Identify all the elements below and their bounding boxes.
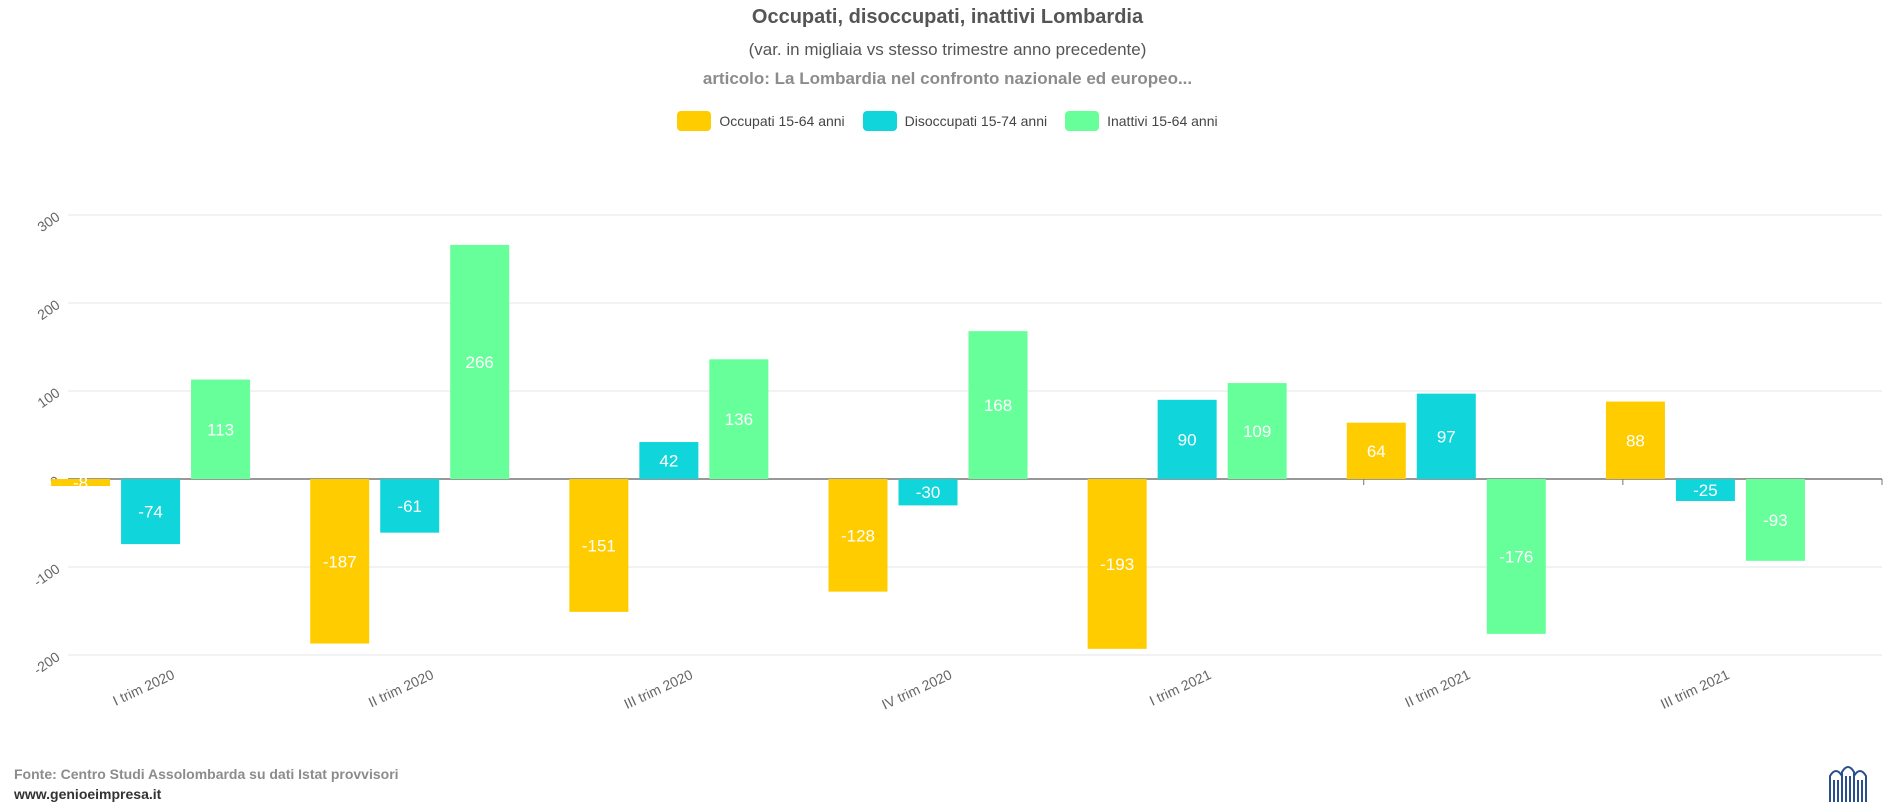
data-label: 113 — [207, 420, 234, 439]
data-label: -8 — [73, 474, 88, 493]
x-tick-label: III trim 2021 — [1658, 666, 1732, 712]
x-tick-label: I trim 2021 — [1147, 666, 1214, 709]
article-link[interactable]: articolo: La Lombardia nel confronto naz… — [702, 69, 1193, 88]
chart-legend: Occupati 15-64 anni Disoccupati 15-74 an… — [0, 111, 1895, 131]
data-label: 90 — [1178, 430, 1197, 449]
legend-swatch-occupati — [677, 111, 712, 131]
data-label: -187 — [323, 552, 357, 571]
bar — [450, 244, 510, 479]
bar — [310, 479, 370, 644]
data-label: -74 — [138, 503, 163, 522]
bar — [191, 379, 251, 479]
bar — [1087, 479, 1147, 649]
legend-label-inattivi: Inattivi 15-64 anni — [1107, 113, 1218, 129]
data-label: -30 — [916, 483, 941, 502]
x-tick-label: I trim 2020 — [110, 666, 177, 709]
legend-item-disoccupati[interactable]: Disoccupati 15-74 anni — [862, 111, 1048, 131]
bar — [1675, 479, 1735, 501]
data-label: 136 — [725, 410, 753, 429]
source-note: Fonte: Centro Studi Assolombarda su dati… — [14, 766, 399, 782]
bar — [121, 479, 181, 545]
data-label: -93 — [1763, 511, 1788, 530]
data-label: 42 — [659, 452, 678, 471]
data-label: -193 — [1100, 555, 1134, 574]
y-tick-label: 200 — [34, 296, 62, 323]
bar — [1346, 422, 1406, 479]
data-label: 97 — [1437, 427, 1456, 446]
bar — [968, 331, 1028, 479]
y-tick-label: -200 — [30, 648, 62, 677]
y-tick-label: -100 — [30, 560, 62, 589]
x-tick-label: II trim 2021 — [1402, 666, 1472, 710]
y-tick-label: 300 — [34, 208, 62, 235]
assolombarda-logo-icon — [1829, 766, 1867, 802]
data-label: -61 — [397, 497, 422, 516]
bar — [709, 359, 769, 479]
data-label: -128 — [841, 526, 875, 545]
bar — [1745, 479, 1805, 561]
legend-item-inattivi[interactable]: Inattivi 15-64 anni — [1065, 111, 1218, 131]
bar — [1486, 479, 1546, 634]
y-tick-label: 100 — [34, 384, 62, 411]
data-label: -176 — [1499, 547, 1533, 566]
legend-label-disoccupati: Disoccupati 15-74 anni — [904, 113, 1048, 129]
chart-title: Occupati, disoccupati, inattivi Lombardi… — [751, 6, 1144, 28]
data-label: 64 — [1367, 442, 1386, 461]
legend-swatch-inattivi — [1065, 111, 1100, 131]
data-label: -25 — [1693, 481, 1718, 500]
data-label: 266 — [466, 353, 494, 372]
bar — [828, 479, 888, 592]
x-tick-label: III trim 2020 — [621, 666, 695, 712]
bar — [1605, 401, 1665, 479]
website-link[interactable]: www.genioeimpresa.it — [14, 786, 162, 802]
data-label: 109 — [1243, 422, 1271, 441]
bar — [639, 442, 699, 479]
x-tick-label: II trim 2020 — [366, 666, 436, 710]
bar — [569, 479, 629, 612]
bar — [380, 479, 440, 533]
data-label: 168 — [984, 396, 1012, 415]
x-tick-label: IV trim 2020 — [879, 666, 954, 712]
bar — [898, 479, 958, 506]
data-label: -151 — [582, 536, 616, 555]
bar — [51, 479, 111, 487]
bar — [1227, 383, 1287, 479]
legend-swatch-disoccupati — [862, 111, 897, 131]
data-label: 88 — [1626, 431, 1645, 450]
legend-label-occupati: Occupati 15-64 anni — [719, 113, 845, 129]
bar — [1416, 393, 1476, 479]
legend-item-occupati[interactable]: Occupati 15-64 anni — [677, 111, 845, 131]
bar — [1157, 399, 1217, 479]
chart-subtitle: (var. in migliaia vs stesso trimestre an… — [748, 40, 1147, 59]
